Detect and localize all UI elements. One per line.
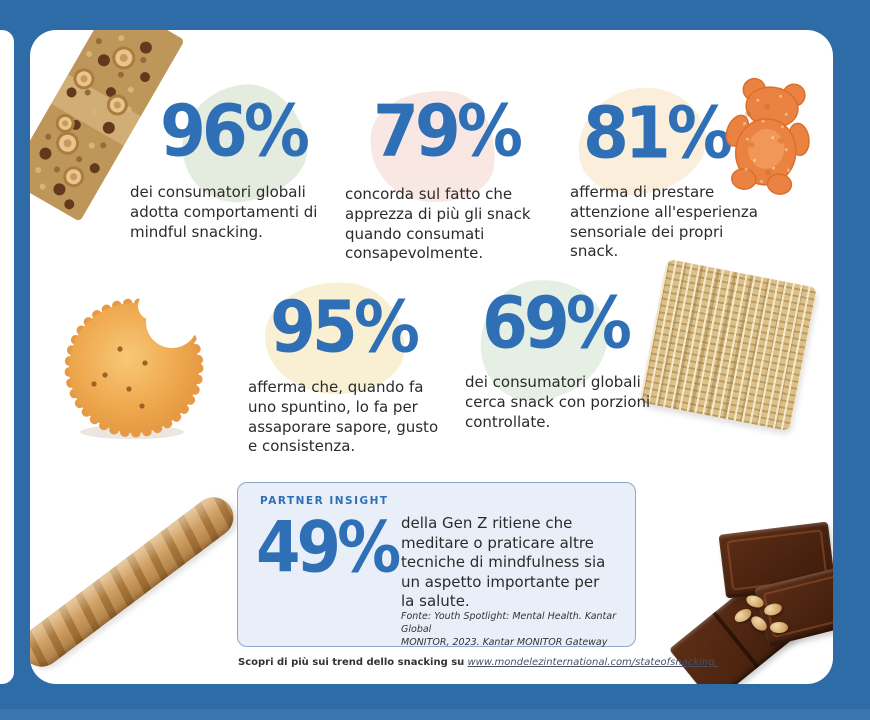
- gummy-candy-image: [725, 77, 810, 195]
- stat-description-96: dei consumatori globali adotta comportam…: [130, 183, 318, 241]
- bottom-accent-strip: [0, 709, 870, 720]
- stat-value-96: 96%: [160, 89, 310, 173]
- cashew-nut: [770, 622, 788, 633]
- wafer-roll-image: [30, 489, 242, 675]
- partner-insight-box: PARTNER INSIGHT 49% della Gen Z ritiene …: [237, 482, 636, 648]
- stat-description-69: dei consumatori globali cerca snack con …: [465, 373, 651, 431]
- footer-text: Scopri di più sui trend dello snacking s…: [238, 657, 465, 668]
- footer-link[interactable]: www.mondelezinternational.com/stateofsna…: [467, 657, 718, 668]
- stat-value-69: 69%: [482, 281, 632, 365]
- partner-insight-label: PARTNER INSIGHT: [260, 495, 389, 507]
- granola-bar-image: [30, 30, 184, 221]
- stat-value-95: 95%: [270, 285, 420, 369]
- footer: Scopri di più sui trend dello snacking s…: [238, 657, 718, 668]
- partner-insight-description: della Gen Z ritiene che meditare o prati…: [401, 514, 606, 610]
- bitten-cracker-image: [64, 292, 204, 439]
- stat-description-79: concorda sul fatto che apprezza di più g…: [345, 185, 531, 263]
- infographic-card: 96% dei consumatori globali adotta compo…: [30, 30, 833, 684]
- partner-insight-value: 49%: [256, 507, 401, 589]
- stat-description-81: afferma di prestare attenzione all'esper…: [570, 183, 758, 261]
- stat-value-79: 79%: [373, 89, 523, 173]
- partner-insight-source: Fonte: Youth Spotlight: Mental Health. K…: [401, 611, 617, 648]
- stat-description-95: afferma che, quando fa uno spuntino, lo …: [248, 378, 439, 456]
- stat-value-81: 81%: [583, 91, 733, 175]
- previous-card-edge: [0, 30, 14, 684]
- chocolate-pieces-image: [642, 492, 833, 684]
